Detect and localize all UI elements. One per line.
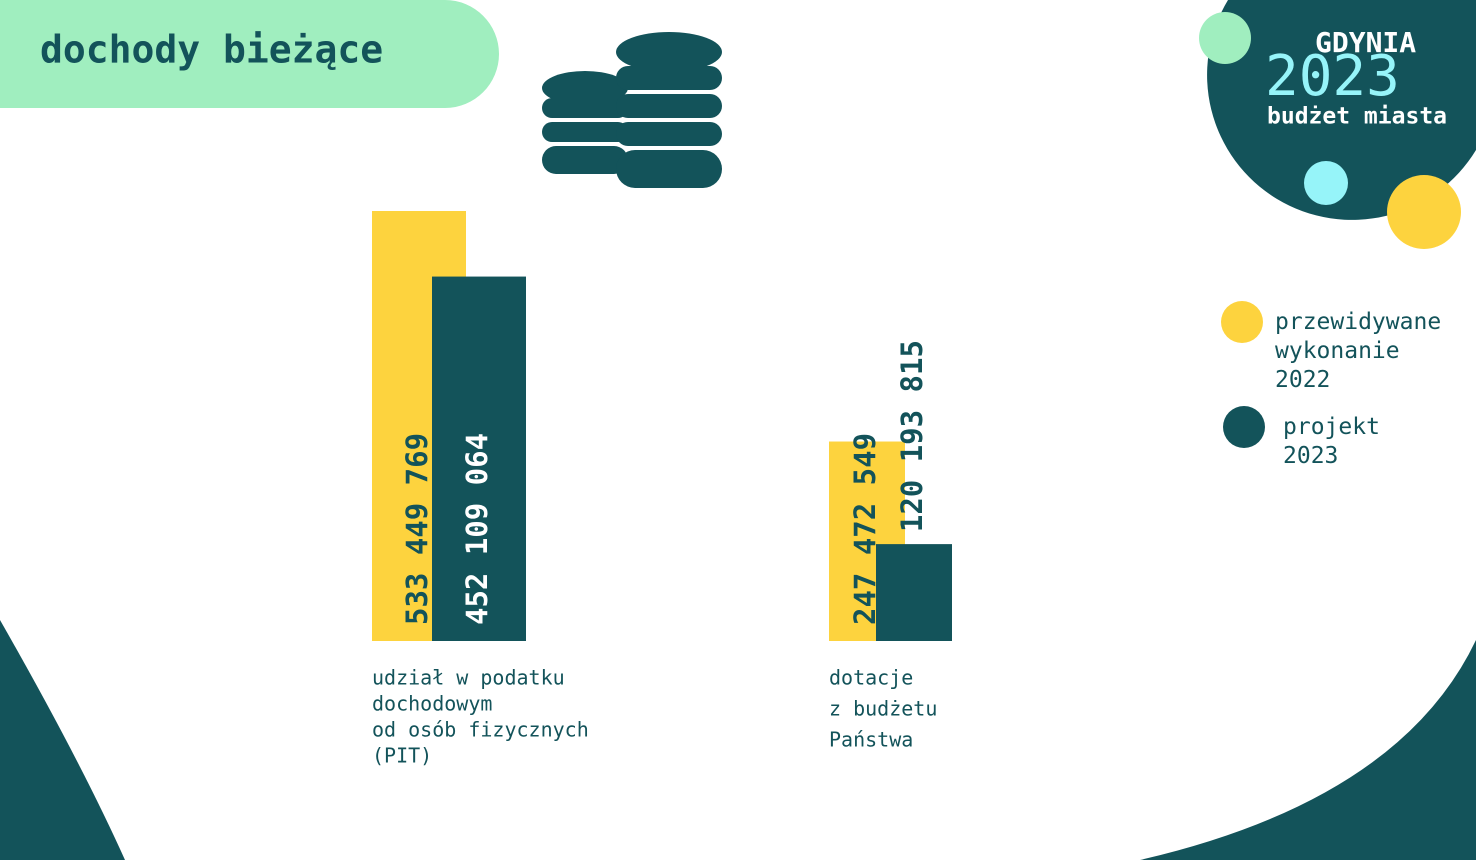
decor-arc: [1140, 640, 1476, 860]
logo-subtitle: budżet miasta: [1267, 104, 1447, 130]
legend-label: przewidywane wykonanie 2022: [1275, 309, 1442, 393]
logo-circle: [1207, 0, 1476, 220]
logo-city: GDYNIA: [1315, 26, 1416, 59]
x-tick-label: udział w podatku: [372, 666, 565, 690]
bar: [432, 276, 526, 641]
title-banner: [0, 0, 499, 108]
decor-arc: [0, 620, 125, 860]
decor-dot: [1387, 175, 1461, 249]
chart-title: dochody bieżące: [40, 28, 383, 72]
logo-year: 2023: [1265, 44, 1400, 109]
x-tick-label: dochodowym: [372, 692, 492, 716]
value-label: 120 193 815: [895, 340, 929, 532]
bar: [876, 544, 952, 641]
x-tick-label: od osób fizycznych: [372, 718, 589, 742]
legend-swatch: [1223, 406, 1265, 448]
decor-dot: [1304, 161, 1348, 205]
legend-label: projekt 2023: [1283, 414, 1380, 469]
x-tick-label: z budżetu: [829, 697, 937, 721]
decor-dot: [1199, 12, 1251, 64]
coins-icon: [542, 32, 722, 188]
value-label: 452 109 064: [460, 433, 494, 625]
x-tick-label: dotacje: [829, 666, 913, 690]
x-tick-label: Państwa: [829, 728, 913, 752]
value-label: 533 449 769: [400, 433, 434, 625]
x-tick-label: (PIT): [372, 744, 432, 768]
legend-swatch: [1221, 301, 1263, 343]
